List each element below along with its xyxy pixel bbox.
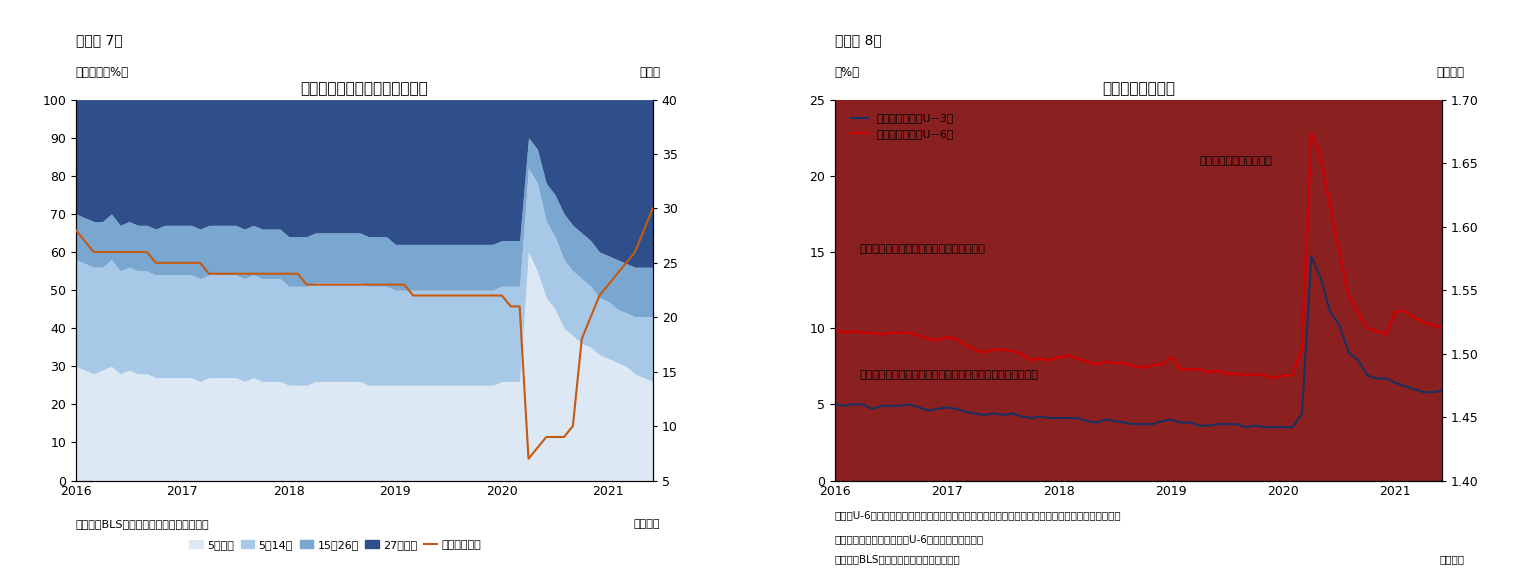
Bar — [1073, 0, 1082, 481]
Bar — [1419, 0, 1428, 481]
Bar — [1372, 0, 1381, 481]
Bar — [961, 0, 970, 481]
Bar — [868, 0, 877, 481]
Text: （月次）: （月次） — [635, 519, 660, 529]
Bar — [1157, 0, 1166, 481]
Text: （資料）BLSよりニッセイ基礎研究所作成: （資料）BLSよりニッセイ基礎研究所作成 — [76, 519, 209, 529]
Bar — [1260, 0, 1269, 481]
Bar — [1055, 0, 1064, 481]
Bar — [914, 0, 923, 481]
Bar — [1222, 0, 1233, 481]
Text: （図表 7）: （図表 7） — [76, 33, 123, 47]
Text: 経済的理由によるパートタイマー（右軸）: 経済的理由によるパートタイマー（右軸） — [859, 244, 985, 254]
Text: （%）: （%） — [835, 66, 861, 79]
Bar — [905, 0, 914, 481]
Bar — [877, 0, 887, 481]
Bar — [1138, 0, 1148, 481]
Bar — [1307, 0, 1316, 481]
Legend: 通常の失業率（U−3）, 広義の失業率（U−6）: 通常の失業率（U−3）, 広義の失業率（U−6） — [847, 109, 958, 144]
Bar — [970, 0, 979, 481]
Bar — [1409, 0, 1419, 481]
Text: （億人）: （億人） — [1438, 66, 1465, 79]
Bar — [849, 0, 858, 481]
Bar — [1438, 0, 1447, 481]
Bar — [1026, 0, 1035, 481]
Bar — [990, 0, 999, 481]
Title: 広義失業率の推移: 広義失業率の推移 — [1102, 81, 1175, 96]
Bar — [1148, 0, 1157, 481]
Bar — [1008, 0, 1017, 481]
Bar — [1287, 0, 1298, 481]
Bar — [1082, 0, 1091, 481]
Bar — [1166, 0, 1176, 481]
Bar — [1176, 0, 1186, 481]
Text: （シェア、%）: （シェア、%） — [76, 66, 129, 79]
Bar — [1325, 0, 1334, 481]
Bar — [1213, 0, 1222, 481]
Text: （月次）: （月次） — [1441, 554, 1465, 564]
Bar — [1195, 0, 1204, 481]
Text: （注）U-6＝（失業者＋周辺労働力＋経済的理由によるパートタイマー）／（労働力＋周辺労働力）: （注）U-6＝（失業者＋周辺労働力＋経済的理由によるパートタイマー）／（労働力＋… — [835, 510, 1122, 520]
Text: （図表 8）: （図表 8） — [835, 33, 882, 47]
Bar — [858, 0, 868, 481]
Bar — [1017, 0, 1026, 481]
Bar — [1251, 0, 1260, 481]
Bar — [1354, 0, 1363, 481]
Text: 労働力人口（経済的理由によるパートタイマー除く、右軸）: 労働力人口（経済的理由によるパートタイマー除く、右軸） — [859, 370, 1038, 380]
Bar — [887, 0, 896, 481]
Bar — [1334, 0, 1343, 481]
Bar — [1233, 0, 1242, 481]
Legend: 5週未満, 5－14週, 15－26週, 27週以上, 平均（右軸）: 5週未満, 5－14週, 15－26週, 27週以上, 平均（右軸） — [185, 536, 486, 554]
Bar — [896, 0, 905, 481]
Bar — [1091, 0, 1101, 481]
Bar — [1186, 0, 1195, 481]
Bar — [1204, 0, 1213, 481]
Bar — [1035, 0, 1044, 481]
Bar — [1064, 0, 1073, 481]
Bar — [1428, 0, 1438, 481]
Bar — [999, 0, 1008, 481]
Bar — [1400, 0, 1409, 481]
Bar — [1269, 0, 1278, 481]
Text: （資料）BLSよりニッセイ基礎研究所作成: （資料）BLSよりニッセイ基礎研究所作成 — [835, 554, 961, 564]
Bar — [1044, 0, 1055, 481]
Bar — [1381, 0, 1390, 481]
Bar — [839, 0, 849, 481]
Title: 失業期間の分布と平均失業期間: 失業期間の分布と平均失業期間 — [301, 81, 428, 96]
Bar — [934, 0, 943, 481]
Bar — [1129, 0, 1138, 481]
Text: （週）: （週） — [639, 66, 660, 79]
Bar — [923, 0, 934, 481]
Bar — [1343, 0, 1354, 481]
Bar — [1101, 0, 1111, 481]
Bar — [952, 0, 961, 481]
Bar — [830, 0, 839, 481]
Bar — [1120, 0, 1129, 481]
Text: 周辺労働力は失業率（U-6）より逆算して推計: 周辺労働力は失業率（U-6）より逆算して推計 — [835, 534, 984, 544]
Bar — [1390, 0, 1400, 481]
Bar — [1242, 0, 1251, 481]
Text: 周辺労働力人口（右軸）: 周辺労働力人口（右軸） — [1199, 156, 1272, 166]
Bar — [1298, 0, 1307, 481]
Bar — [1111, 0, 1120, 481]
Bar — [1278, 0, 1287, 481]
Bar — [943, 0, 952, 481]
Bar — [1363, 0, 1372, 481]
Bar — [979, 0, 990, 481]
Bar — [1316, 0, 1325, 481]
